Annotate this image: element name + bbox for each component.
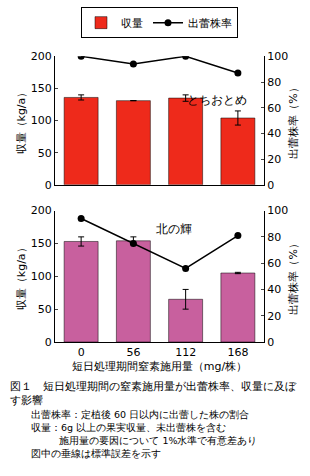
svg-text:0: 0	[45, 336, 52, 349]
svg-text:100: 100	[31, 114, 52, 127]
svg-text:60: 60	[267, 257, 281, 270]
svg-text:0: 0	[78, 346, 85, 359]
svg-text:60: 60	[267, 102, 281, 115]
svg-text:短日処理期間窒素施用量（mg/株）: 短日処理期間窒素施用量（mg/株）	[72, 360, 247, 373]
svg-text:収量（kg/a）: 収量（kg/a）	[15, 87, 28, 155]
svg-text:出蕾株率（%）: 出蕾株率（%）	[287, 238, 300, 314]
svg-text:80: 80	[267, 231, 281, 244]
svg-text:200: 200	[31, 204, 52, 217]
svg-text:80: 80	[267, 76, 281, 89]
svg-text:50: 50	[38, 303, 52, 316]
svg-text:収量: 収量	[121, 17, 143, 30]
svg-text:150: 150	[31, 237, 52, 250]
svg-text:0: 0	[267, 179, 274, 192]
svg-text:北の輝: 北の輝	[156, 222, 192, 236]
svg-text:100: 100	[31, 270, 52, 283]
svg-text:出蕾株率（%）: 出蕾株率（%）	[287, 82, 300, 158]
svg-text:収量（kg/a）: 収量（kg/a）	[15, 242, 28, 310]
svg-text:0: 0	[267, 336, 274, 349]
svg-text:とちおとめ: とちおとめ	[187, 93, 247, 107]
svg-text:40: 40	[267, 127, 281, 140]
svg-text:112: 112	[175, 346, 196, 359]
svg-text:40: 40	[267, 283, 281, 296]
html-text:図中の垂線は標準誤差を示す: 図中の垂線は標準誤差を示す	[30, 448, 161, 459]
svg-text:150: 150	[31, 82, 52, 95]
svg-text:0: 0	[45, 179, 52, 192]
svg-text:出蕾株率: 出蕾株率	[188, 17, 232, 30]
html-text:施用量の要因について 1%水準で有意差あり: 施用量の要因について 1%水準で有意差あり	[59, 435, 258, 446]
svg-text:50: 50	[38, 147, 52, 160]
svg-text:200: 200	[31, 50, 52, 63]
html-text:収量：6g 以上の果実収量、未出蕾株を含む: 収量：6g 以上の果実収量、未出蕾株を含む	[30, 422, 226, 433]
svg-text:20: 20	[267, 153, 281, 166]
svg-text:56: 56	[126, 346, 140, 359]
svg-text:20: 20	[267, 310, 281, 323]
svg-text:100: 100	[267, 50, 288, 63]
svg-text:168: 168	[227, 346, 248, 359]
html-text:図１ 短日処理期間の窒素施用量が出蕾株率、収量に及ぼす影響: 図１ 短日処理期間の窒素施用量が出蕾株率、収量に及ぼす影響	[10, 380, 296, 407]
svg-text:100: 100	[267, 204, 288, 217]
html-text:出蕾株率：定植後 60 日以内に出蕾した株の割合: 出蕾株率：定植後 60 日以内に出蕾した株の割合	[30, 409, 249, 420]
